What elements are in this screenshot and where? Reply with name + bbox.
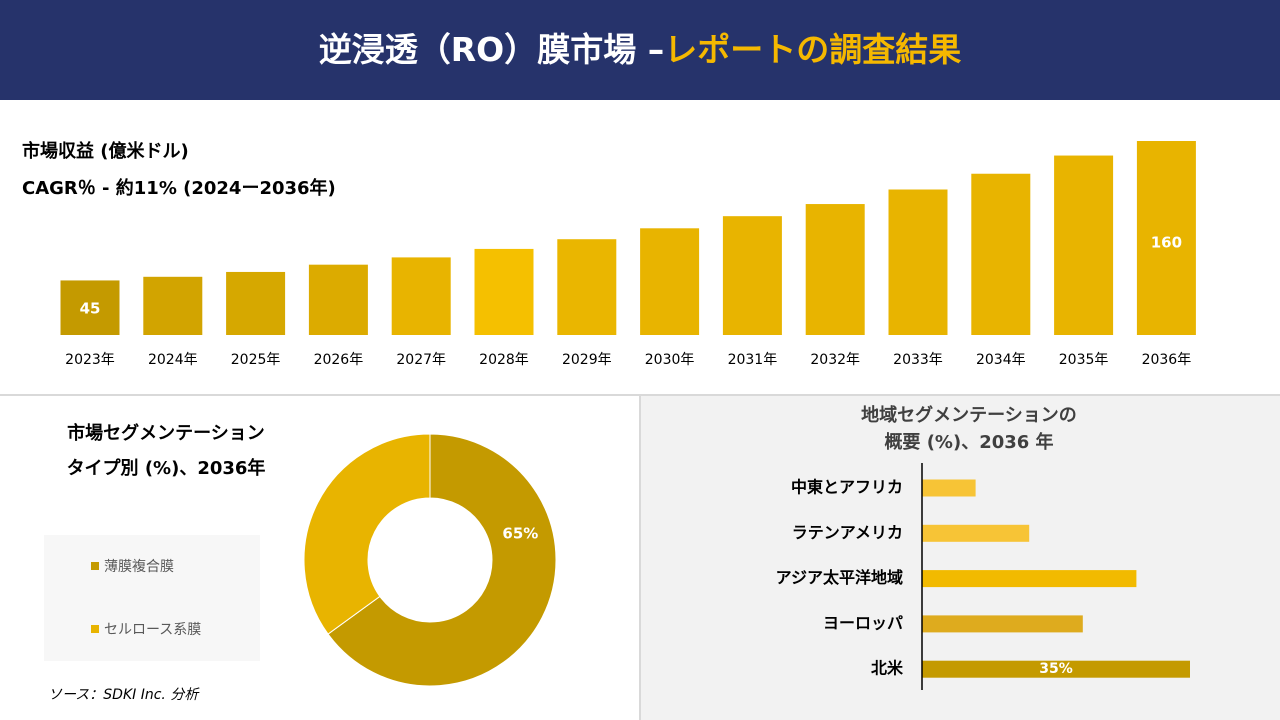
y-tick-label: ラテンアメリカ: [792, 523, 903, 542]
bar: [888, 189, 948, 335]
bar: [922, 479, 976, 497]
x-tick-label: 2033年: [893, 352, 943, 368]
x-tick-label: 2032年: [810, 352, 860, 368]
legend-marker: [91, 562, 99, 570]
y-tick-label: アジア太平洋地域: [776, 568, 903, 587]
chart-title: 概要 (%)、2036 年: [884, 431, 1053, 453]
y-tick-label: 北米: [871, 659, 904, 678]
header-title-accent: レポートの調査結果: [664, 30, 962, 69]
chart-subtitle: CAGR％ - 約11% (2024ー2036年): [22, 177, 336, 199]
legend-marker: [91, 625, 99, 633]
x-tick-label: 2023年: [65, 352, 115, 368]
legend-box: [44, 535, 260, 661]
x-tick-label: 2034年: [976, 352, 1026, 368]
x-tick-label: 2024年: [148, 352, 198, 368]
chart-title: タイプ別 (%)、2036年: [67, 457, 266, 479]
bar: [308, 264, 368, 335]
x-tick-label: 2027年: [396, 352, 446, 368]
bar: [1136, 141, 1196, 335]
header-title: 逆浸透（RO）膜市場 –: [318, 30, 665, 69]
x-tick-label: 2025年: [231, 352, 281, 368]
legend-label: セルロース系膜: [104, 622, 201, 638]
bar: [143, 276, 203, 335]
bar: [722, 216, 782, 335]
legend-label: 薄膜複合膜: [104, 558, 174, 575]
bar: [60, 280, 120, 335]
x-tick-label: 2031年: [728, 352, 778, 368]
y-tick-label: 中東とアフリカ: [791, 478, 903, 497]
bar: [1054, 155, 1114, 335]
donut-slice: [327, 433, 557, 687]
x-tick-label: 2026年: [314, 352, 364, 368]
donut-slice: [303, 433, 431, 635]
bar: [805, 204, 865, 335]
bar: [391, 257, 451, 335]
chart-title: 市場収益 (億米ドル): [22, 140, 189, 162]
x-tick-label: 2035年: [1059, 352, 1109, 368]
chart-title: 市場セグメンテーション: [67, 422, 265, 444]
x-tick-label: 2029年: [562, 352, 612, 368]
x-tick-label: 2028年: [479, 352, 529, 368]
data-label: 65%: [502, 525, 538, 543]
data-label: 35%: [1039, 661, 1073, 677]
bar: [226, 271, 286, 335]
bar: [922, 660, 1190, 678]
header: 逆浸透（RO）膜市場 –レポートの調査結果: [0, 0, 1280, 100]
bar: [971, 173, 1031, 335]
bar: [922, 615, 1083, 633]
bar: [922, 570, 1137, 588]
chart-title: 地域セグメンテーションの: [861, 404, 1077, 426]
bar: [922, 524, 1030, 542]
x-tick-label: 2030年: [645, 352, 695, 368]
bar: [640, 228, 700, 335]
bar: [557, 239, 617, 335]
data-label: 45: [80, 300, 101, 318]
data-label: 160: [1151, 234, 1182, 252]
x-tick-label: 2036年: [1142, 352, 1192, 368]
bar: [474, 248, 534, 335]
y-tick-label: ヨーロッパ: [823, 613, 903, 632]
source: ソース：SDKI Inc. 分析: [48, 687, 199, 703]
